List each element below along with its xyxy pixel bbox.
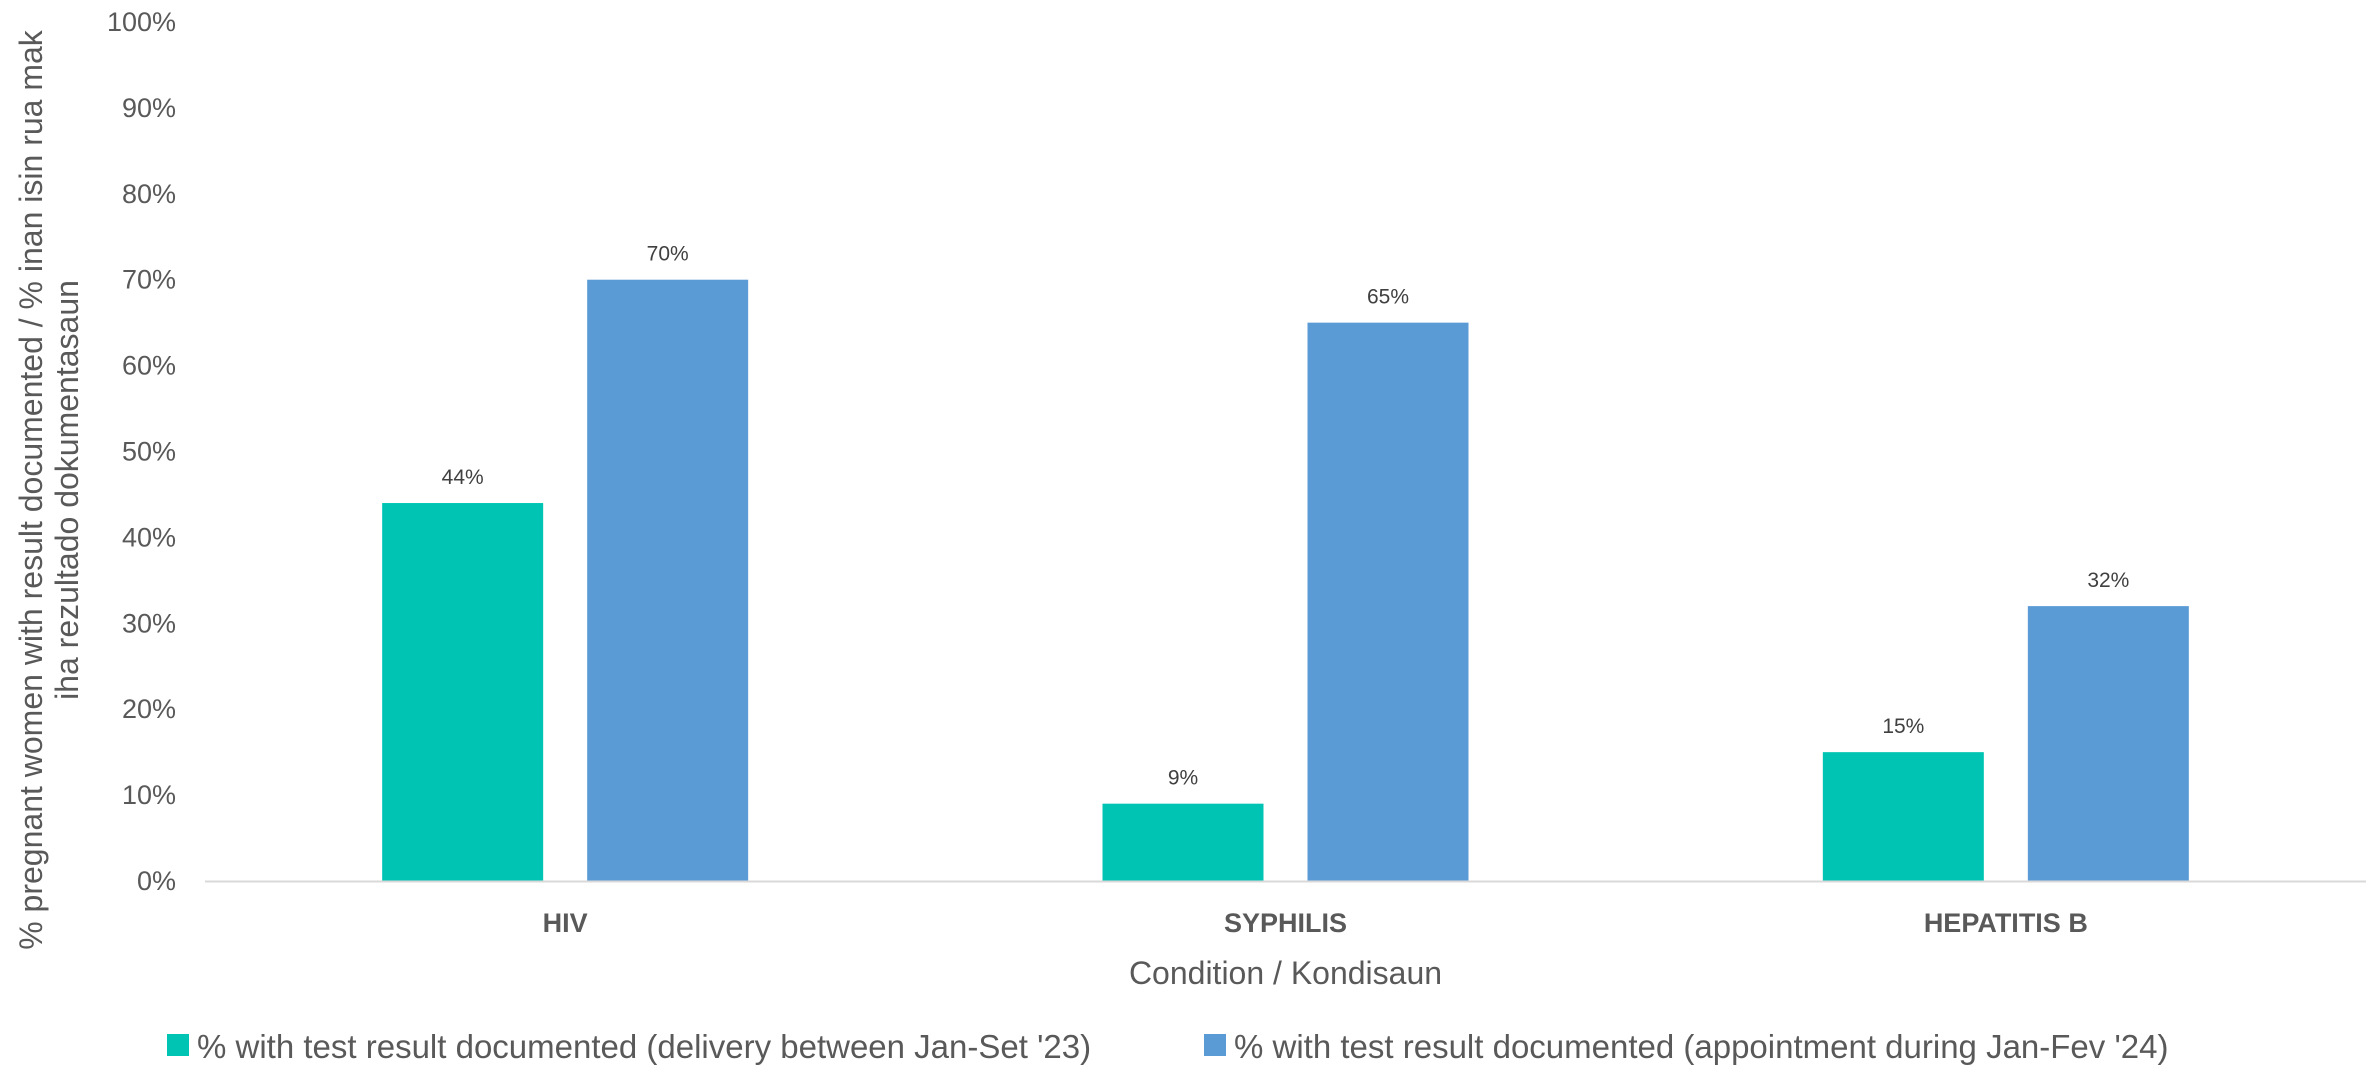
y-tick-label: 70% <box>122 265 176 295</box>
legend-swatch <box>1204 1034 1226 1056</box>
y-tick-label: 10% <box>122 780 176 810</box>
y-tick-label: 60% <box>122 351 176 381</box>
x-category-label: HEPATITIS B <box>1924 908 2088 938</box>
y-tick-label: 100% <box>107 7 176 37</box>
legend-swatch <box>167 1034 189 1056</box>
legend-label: % with test result documented (appointme… <box>1234 1028 2168 1065</box>
y-tick-label: 40% <box>122 522 176 552</box>
y-axis-title-line: iha rezultado dokumentasaun <box>49 280 85 700</box>
data-label: 70% <box>647 243 689 266</box>
legend-label: % with test result documented (delivery … <box>197 1028 1091 1065</box>
bar-syphilis-series-2 <box>1307 322 1469 881</box>
bar-syphilis-series-1 <box>1102 803 1264 881</box>
bar-hepatitis-b-series-2 <box>2027 606 2189 881</box>
y-tick-label: 50% <box>122 437 176 467</box>
y-axis-ticks: 0% 10% 20% 30% 40% 50% 60% 70% 80% 90% 100% <box>107 7 176 896</box>
bar-hiv-series-1 <box>382 503 544 881</box>
y-tick-label: 90% <box>122 93 176 123</box>
data-label: 65% <box>1367 286 1409 309</box>
data-label: 15% <box>1882 715 1924 738</box>
y-tick-label: 30% <box>122 608 176 638</box>
bar-hiv-series-2 <box>587 279 749 881</box>
y-tick-label: 80% <box>122 179 176 209</box>
x-axis-title: Condition / Kondisaun <box>1129 955 1442 991</box>
x-category-label: HIV <box>543 908 588 938</box>
data-label: 44% <box>442 466 484 489</box>
y-tick-label: 20% <box>122 694 176 724</box>
legend: % with test result documented (delivery … <box>167 1028 2168 1065</box>
y-axis-title: % pregnant women with result documented … <box>13 29 85 950</box>
y-tick-label: 0% <box>137 866 176 896</box>
x-axis-category-labels: HIV SYPHILIS HEPATITIS B <box>543 908 2088 938</box>
data-labels: 44% 70% 9% 65% 15% 32% <box>442 243 2130 790</box>
x-category-label: SYPHILIS <box>1224 908 1347 938</box>
data-label: 9% <box>1168 767 1198 790</box>
bars <box>382 279 2189 881</box>
bar-hepatitis-b-series-1 <box>1822 752 1984 881</box>
data-label: 32% <box>2087 569 2129 592</box>
y-axis-title-line: % pregnant women with result documented … <box>13 29 49 950</box>
